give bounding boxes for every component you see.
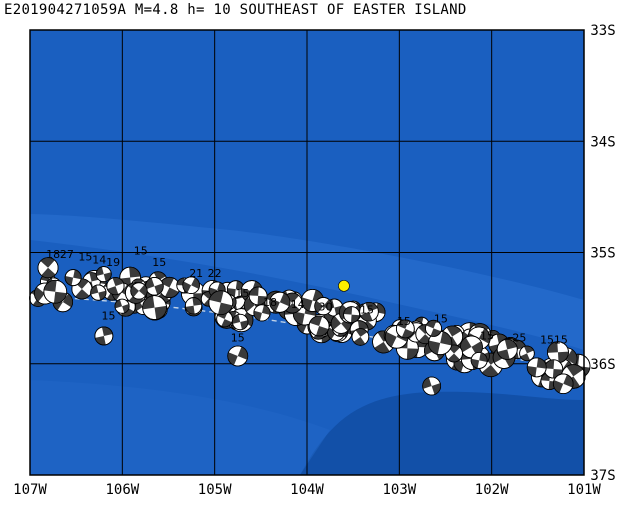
depth-label: 15 bbox=[134, 245, 148, 258]
focal-mechanism-beachball bbox=[145, 277, 164, 296]
focal-mechanism-beachball bbox=[359, 301, 379, 322]
latitude-tick-label: 33S bbox=[590, 23, 615, 39]
depth-label: 18 bbox=[46, 248, 60, 261]
depth-label: 15 bbox=[231, 332, 245, 345]
focal-mechanism-beachball bbox=[226, 280, 245, 299]
longitude-tick-label: 105W bbox=[198, 482, 232, 498]
focal-mechanism-beachball bbox=[158, 276, 181, 299]
depth-label: 25 bbox=[512, 332, 526, 345]
focal-mechanism-beachball bbox=[114, 298, 130, 314]
focal-mechanism-beachball bbox=[543, 359, 564, 379]
map-frame bbox=[29, 29, 585, 476]
focal-mechanism-beachball bbox=[496, 338, 518, 360]
bathymetry-deep bbox=[300, 391, 584, 475]
longitude-tick-label: 102W bbox=[475, 482, 509, 498]
depth-label: 15 bbox=[397, 315, 411, 328]
latitude-tick-label: 36S bbox=[590, 357, 615, 373]
focal-mechanism-beachball bbox=[182, 276, 200, 294]
depth-label: 15 bbox=[235, 287, 249, 300]
longitude-tick-label: 107W bbox=[13, 482, 47, 498]
focal-mechanism-beachball bbox=[428, 330, 453, 356]
focal-mechanism-beachball bbox=[106, 277, 125, 296]
focal-mechanism-beachball bbox=[130, 282, 148, 300]
focal-mechanism-beachball bbox=[90, 284, 107, 301]
focal-mechanism-beachball bbox=[142, 295, 167, 320]
depth-label: 15 bbox=[434, 313, 448, 326]
event-title: E201904271059A M=4.8 h= 10 SOUTHEAST OF … bbox=[4, 2, 467, 18]
longitude-tick-label: 101W bbox=[567, 482, 601, 498]
focal-mechanism-beachball bbox=[351, 328, 370, 346]
focal-mechanism-beachball bbox=[395, 319, 415, 339]
longitude-tick-label: 103W bbox=[382, 482, 416, 498]
depth-label: 15 bbox=[101, 309, 115, 322]
focal-mechanism-beachball bbox=[232, 313, 249, 331]
depth-label: 15 bbox=[78, 250, 92, 263]
focal-mechanism-beachball bbox=[519, 345, 535, 362]
focal-mechanism-beachball bbox=[526, 357, 547, 378]
focal-mechanism-beachball bbox=[253, 304, 271, 322]
focal-mechanism-beachball bbox=[308, 315, 330, 337]
focal-mechanism-beachball bbox=[95, 266, 112, 283]
depth-label: 22 bbox=[208, 267, 222, 280]
latitude-tick-label: 37S bbox=[590, 468, 615, 484]
depth-label: 19 bbox=[106, 256, 120, 269]
focal-mechanism-beachball bbox=[184, 297, 203, 315]
focal-mechanism-beachball bbox=[227, 345, 249, 367]
focal-mechanism-beachball bbox=[208, 290, 234, 316]
depth-label: 15 bbox=[152, 256, 166, 269]
latitude-tick-label: 34S bbox=[590, 134, 615, 150]
graticule bbox=[30, 30, 584, 475]
focal-mechanism-beachball bbox=[94, 326, 114, 346]
longitude-tick-label: 106W bbox=[105, 482, 139, 498]
focal-mechanism-beachball bbox=[425, 319, 442, 337]
depth-label: 15 bbox=[554, 334, 568, 347]
focal-mechanism-beachball bbox=[553, 373, 574, 395]
focal-mechanism-beachball bbox=[343, 306, 360, 323]
depth-label: 15 bbox=[360, 304, 374, 317]
latitude-tick-label: 35S bbox=[590, 246, 615, 262]
focal-mechanism-beachball bbox=[470, 351, 488, 369]
focal-mechanism-beachball bbox=[248, 286, 268, 306]
depth-label: 21 bbox=[189, 267, 203, 280]
depth-label: 27 bbox=[60, 248, 74, 261]
longitude-tick-label: 104W bbox=[290, 482, 324, 498]
depth-label: 15 bbox=[540, 334, 554, 347]
focal-mechanism-beachball bbox=[547, 341, 569, 364]
event-epicenter-marker bbox=[338, 280, 350, 292]
focal-mechanism-beachball bbox=[269, 291, 291, 313]
focal-mechanism-beachball bbox=[422, 376, 442, 396]
focal-mechanism-beachball bbox=[43, 279, 68, 304]
depth-label: 18 bbox=[263, 296, 277, 309]
depth-label: 15 bbox=[480, 329, 494, 342]
longitude-tick-labels: 107W 106W 105W 104W 103W 102W 101W bbox=[13, 482, 601, 498]
latitude-tick-labels: 33S 34S 35S 36S 37S bbox=[590, 23, 615, 484]
focal-mechanism-beachball bbox=[37, 257, 59, 279]
depth-label: 14 bbox=[92, 254, 106, 267]
focal-mechanism-beachball bbox=[64, 269, 82, 287]
focal-mechanism-beachball bbox=[314, 297, 333, 316]
depth-label: 30 bbox=[318, 300, 332, 313]
bathymetry-light-south bbox=[30, 380, 330, 475]
beachball-layer bbox=[29, 257, 591, 396]
depth-label: 14 bbox=[291, 298, 305, 311]
